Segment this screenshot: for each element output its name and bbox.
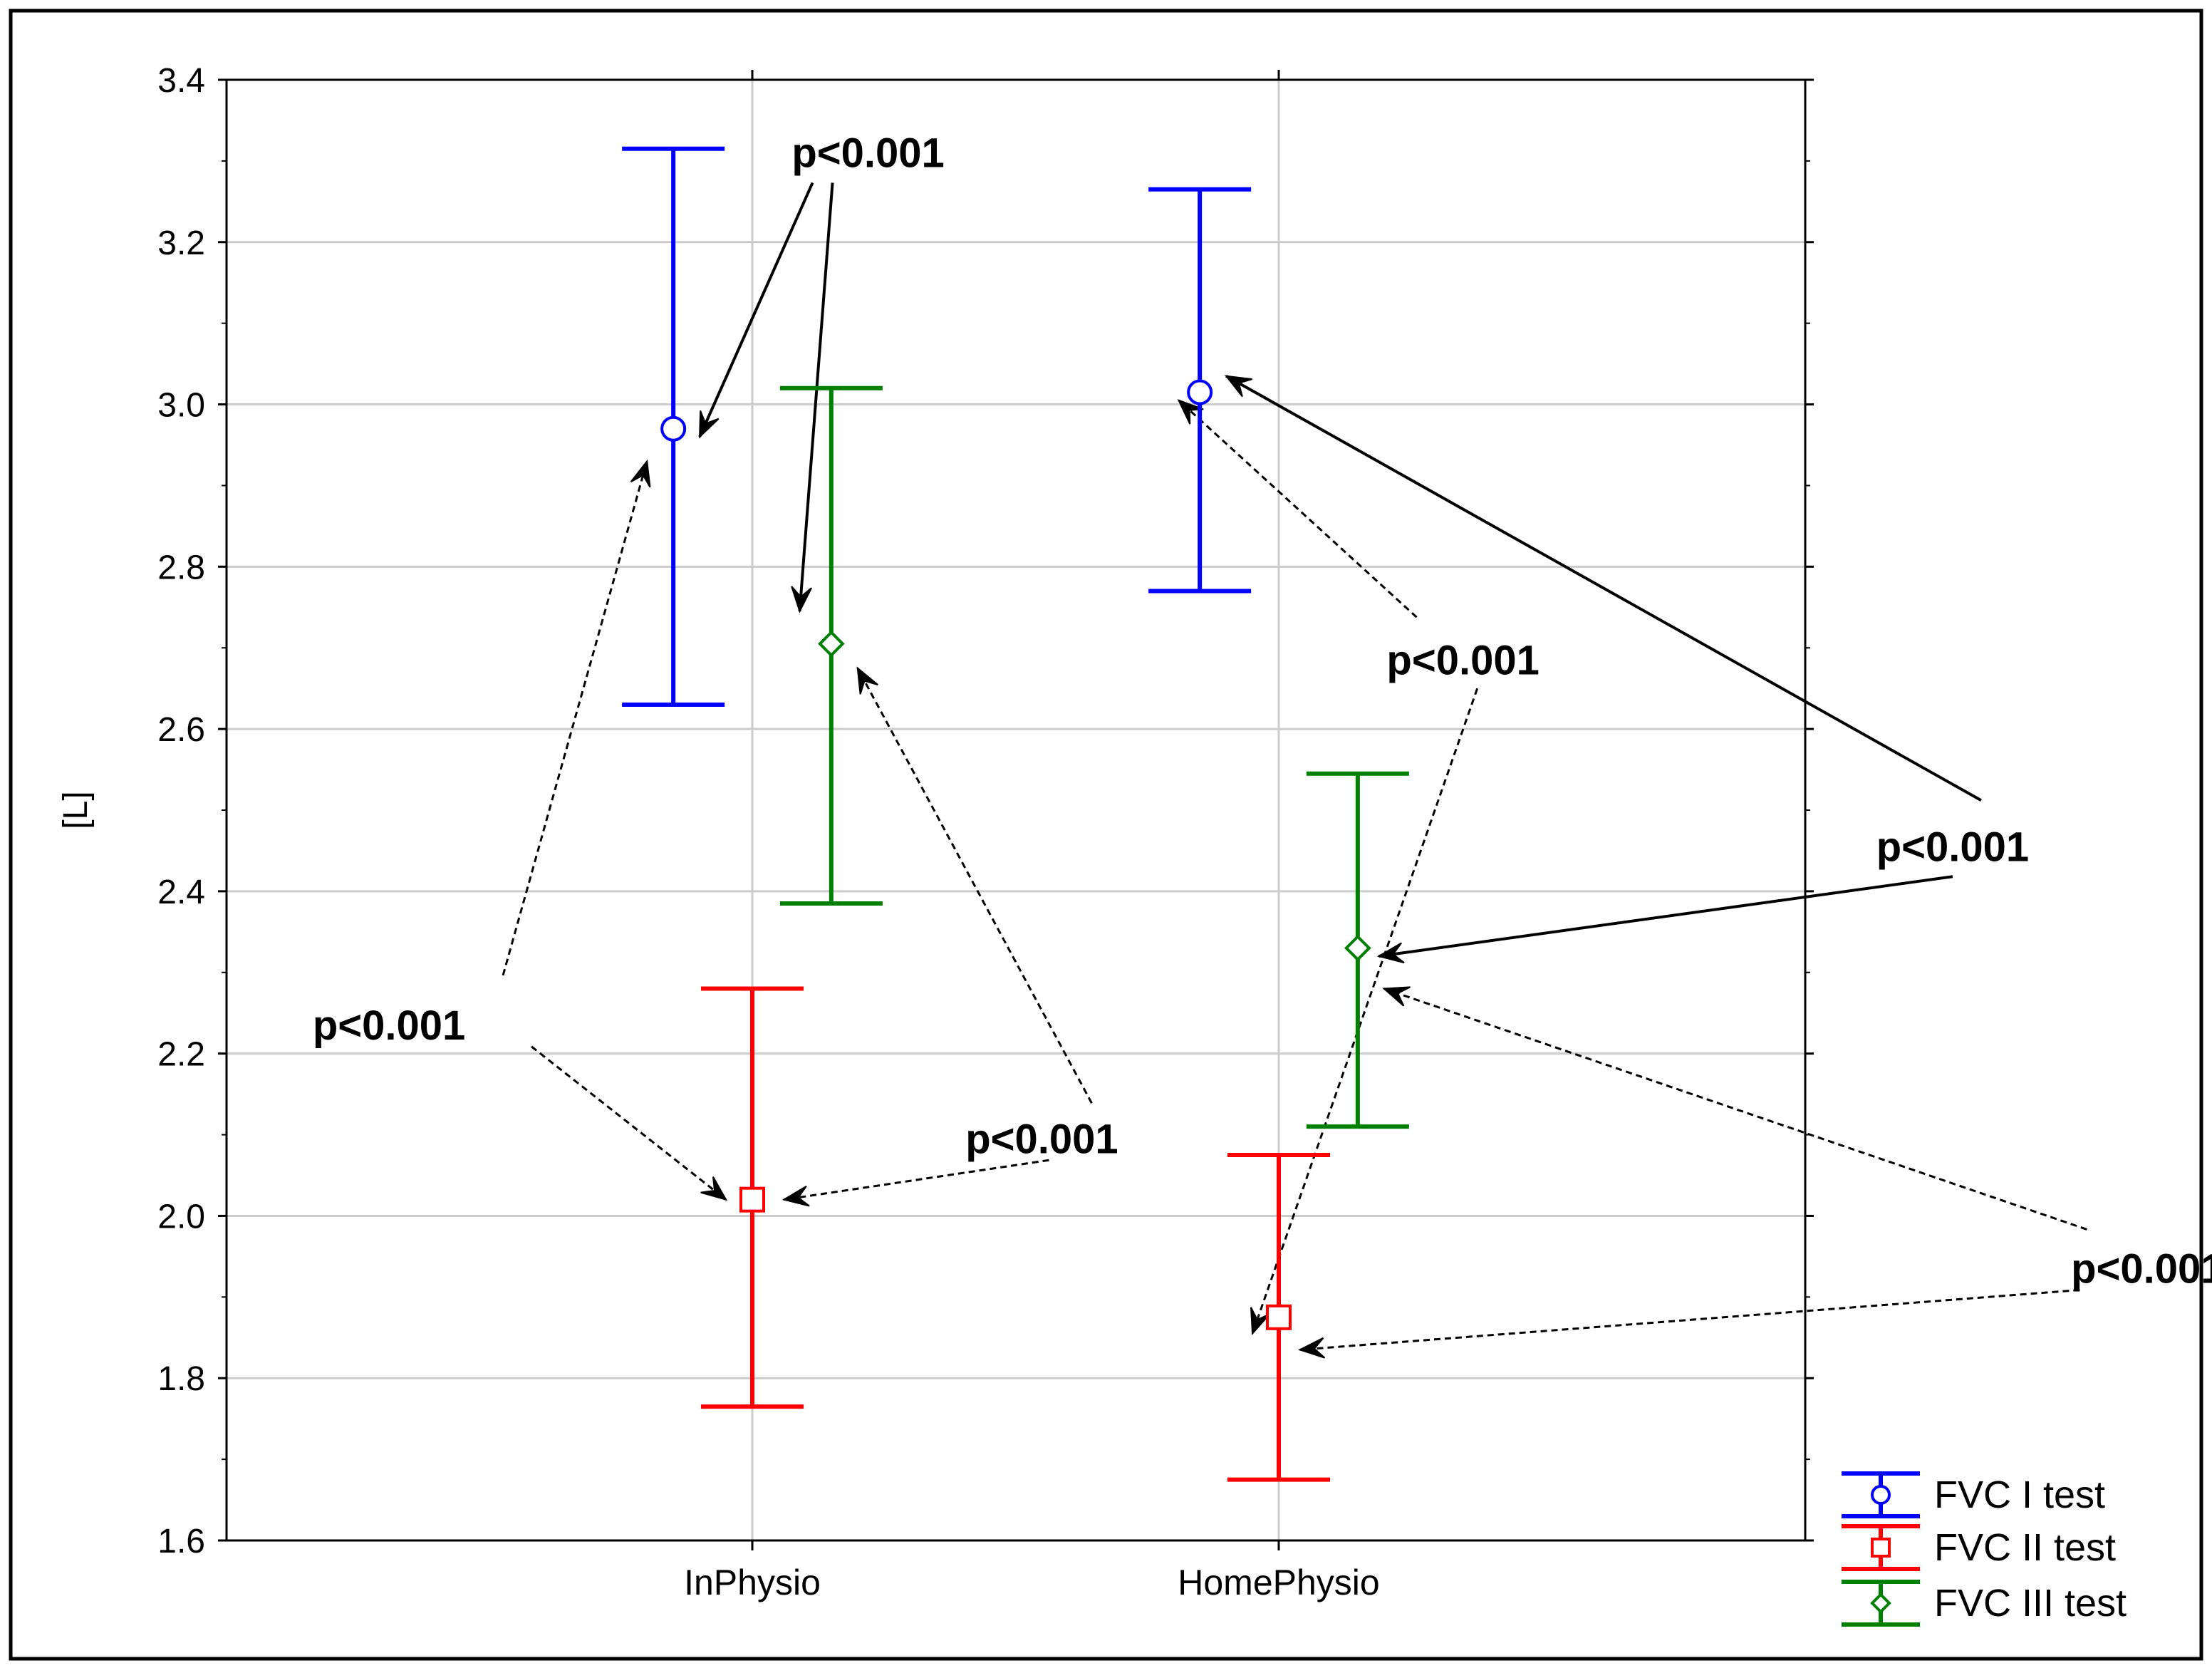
- x-axis: InPhysio HomePhysio: [684, 70, 1380, 1602]
- arrow-4b-head: [1376, 942, 1405, 964]
- arrow-5b-head: [1297, 1337, 1326, 1359]
- arrow-4a-head: [1224, 375, 1252, 398]
- arrow-1b-head: [1250, 1307, 1271, 1336]
- x-tick-label-0: InPhysio: [684, 1563, 821, 1602]
- p-value-label-4: p<0.001: [1876, 824, 2029, 870]
- arrow-2a-head: [630, 459, 651, 488]
- arrow-1a-shaft: [1178, 399, 1418, 618]
- arrow-1a-head: [1177, 399, 1204, 425]
- arrow-5b: [1297, 1288, 2080, 1359]
- arrow-2b-shaft: [531, 1045, 727, 1201]
- mean-marker-s1-c1: [1266, 1304, 1292, 1330]
- arrow-0a-head: [699, 410, 720, 439]
- p-value-label-0: p<0.001: [791, 130, 944, 177]
- mean-marker-s1-c0: [739, 1186, 765, 1213]
- error-bar-s2-c0: [779, 385, 883, 906]
- y-tick-label-1: 1.8: [157, 1360, 205, 1398]
- y-tick-label-6: 2.8: [157, 549, 205, 586]
- arrow-5a-head: [1382, 986, 1411, 1007]
- legend-marker-2: [1870, 1592, 1891, 1614]
- legend-label-0: FVC I test: [1934, 1473, 2105, 1516]
- arrow-1b: [1250, 688, 1479, 1336]
- error-bar-s1-c0: [701, 986, 804, 1409]
- legend-marker-1: [1871, 1538, 1891, 1558]
- x-tick-label-1: HomePhysio: [1178, 1563, 1379, 1602]
- arrow-5b-shaft: [1299, 1288, 2080, 1351]
- arrow-4b: [1376, 875, 1953, 964]
- p-value-label-3: p<0.001: [965, 1116, 1118, 1162]
- y-axis-label: [L]: [57, 791, 95, 829]
- legend: FVC I test FVC II test FVC III test: [1842, 1471, 2127, 1627]
- y-tick-label-5: 2.6: [157, 711, 205, 749]
- error-bars: [622, 146, 1409, 1482]
- error-bar-s2-c1: [1306, 771, 1409, 1129]
- p-value-label-2: p<0.001: [313, 1003, 465, 1049]
- arrow-3b-head: [856, 666, 878, 695]
- arrow-0a: [698, 182, 814, 439]
- arrow-0b-shaft: [798, 182, 834, 612]
- arrow-3b-shaft: [856, 667, 1093, 1104]
- y-tick-label-8: 3.2: [157, 224, 205, 262]
- plot-background: [227, 80, 1805, 1540]
- legend-item-1: FVC II test: [1842, 1524, 2116, 1571]
- error-bar-s0-c0: [622, 146, 725, 707]
- significance-annotations: p<0.001 p<0.001 p<0.001 p<0.001 p<0.001 p<0.0…: [313, 130, 2212, 1293]
- arrow-4a-shaft: [1225, 374, 1982, 802]
- arrow-3a-shaft: [784, 1159, 1049, 1201]
- mean-marker-s2-c0: [818, 630, 845, 658]
- y-tick-label-0: 1.6: [157, 1523, 205, 1560]
- legend-item-0: FVC I test: [1842, 1471, 2105, 1518]
- arrow-0b: [791, 182, 834, 613]
- significance-arrows: [502, 182, 2087, 1359]
- legend-marker-0: [1871, 1485, 1891, 1505]
- arrow-1b-shaft: [1251, 688, 1479, 1335]
- arrow-3b: [856, 666, 1093, 1104]
- error-bar-s0-c1: [1148, 187, 1252, 594]
- legend-label-2: FVC III test: [1934, 1582, 2127, 1625]
- arrow-1a: [1177, 399, 1418, 618]
- legend-item-2: FVC III test: [1842, 1580, 2127, 1627]
- y-tick-label-2: 2.0: [157, 1198, 205, 1236]
- arrow-2b: [531, 1045, 728, 1201]
- grid: [227, 80, 1805, 1540]
- mean-marker-s2-c1: [1344, 934, 1371, 962]
- error-bar-s1-c1: [1227, 1153, 1330, 1482]
- arrow-5a: [1382, 986, 2087, 1231]
- y-tick-label-7: 3.0: [157, 387, 205, 425]
- y-tick-label-4: 2.4: [157, 874, 205, 911]
- arrow-0b-head: [791, 586, 812, 613]
- arrow-0a-shaft: [698, 182, 814, 437]
- arrow-3a-head: [782, 1185, 810, 1207]
- arrow-3a: [782, 1159, 1049, 1207]
- y-tick-label-3: 2.2: [157, 1036, 205, 1074]
- legend-label-1: FVC II test: [1934, 1526, 2116, 1569]
- arrow-2b-head: [700, 1176, 728, 1201]
- arrow-2a: [502, 459, 651, 976]
- p-value-label-5: p<0.001: [2071, 1245, 2212, 1292]
- mean-marker-s0-c1: [1187, 379, 1213, 405]
- arrow-4a: [1224, 374, 1982, 802]
- p-value-label-1: p<0.001: [1386, 637, 1539, 683]
- y-axis: 1.6 1.8 2.0 2.2 2.4 2.6 2.8 3.0 3.2 3.4: [157, 62, 1814, 1560]
- y-tick-label-9: 3.4: [157, 62, 205, 100]
- arrow-2a-shaft: [502, 460, 648, 976]
- mean-marker-s0-c0: [660, 415, 687, 442]
- arrow-5a-shaft: [1383, 988, 2087, 1231]
- arrow-4b-shaft: [1378, 875, 1953, 958]
